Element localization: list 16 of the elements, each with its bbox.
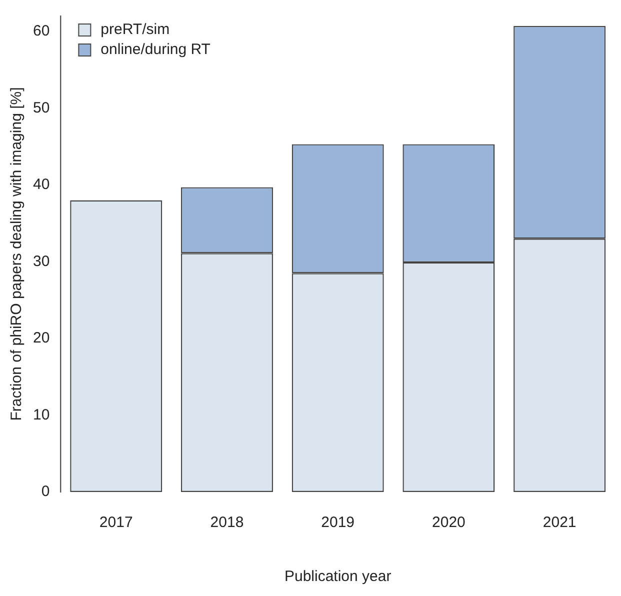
y-tick-label: 0 <box>41 483 50 500</box>
y-axis-title: Fraction of phiRO papers dealing with imaging [%] <box>8 87 26 421</box>
y-tick-label: 40 <box>32 176 50 194</box>
x-axis-title: Publication year <box>284 568 392 586</box>
x-tick-label: 2019 <box>321 514 355 532</box>
x-tick-label: 2017 <box>99 514 133 532</box>
y-tick-label: 60 <box>32 22 50 40</box>
x-tick-label: 2018 <box>210 514 244 532</box>
y-tick-label: 50 <box>32 99 50 116</box>
legend-label: preRT/sim <box>100 21 170 38</box>
y-tick-label: 20 <box>32 330 50 347</box>
y-tick-label: 30 <box>32 252 50 270</box>
y-tick-label: 10 <box>32 406 50 424</box>
x-tick-label: 2021 <box>542 514 576 532</box>
legend-label: online/during RT <box>100 41 210 58</box>
x-tick-label: 2020 <box>432 514 466 532</box>
